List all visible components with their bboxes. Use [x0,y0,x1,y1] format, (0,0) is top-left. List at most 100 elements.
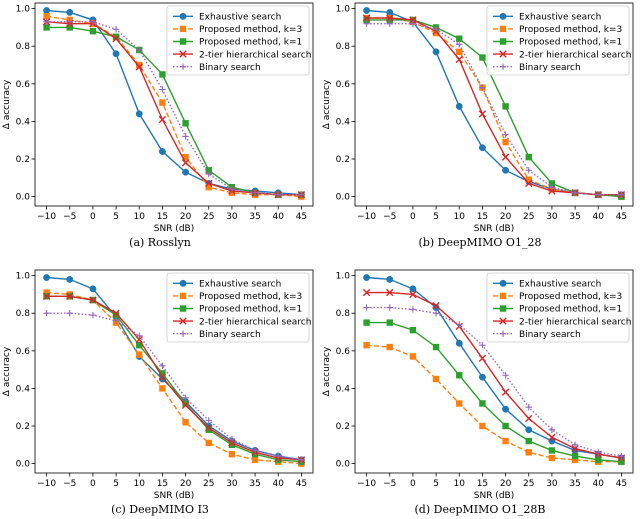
panel-o1-28b: −10 −5 0 5 10 15 20 25 30 35 40 45 0.0 0.2 0.4 0.6 0.8 1.… [322,269,634,501]
y-tick-label: 1.0 [336,5,351,15]
x-tick-label: 5 [433,212,439,222]
series-3-group [42,292,306,464]
data-point [571,444,579,453]
legend-label: Exhaustive search [519,13,601,23]
data-point [479,422,486,430]
data-point [432,29,440,37]
data-point [135,63,143,71]
x-tick-label: 15 [477,479,488,489]
series-line-binary-search [46,21,302,196]
x-tick-label: 0 [90,479,96,489]
data-point [525,167,532,174]
data-point [386,14,394,22]
x-axis-label: SNR (dB) [474,224,514,234]
caption-c: (c) DeepMIMO I3 [111,503,209,516]
series-4-group [43,18,305,198]
data-point [251,456,259,464]
data-point [525,449,532,456]
data-point [205,179,213,188]
data-point [502,138,509,146]
data-point [432,375,440,383]
data-point [182,133,189,140]
legend-label: Binary search [199,330,261,340]
legend-box [166,5,310,76]
data-point [432,48,440,56]
data-point [548,180,556,187]
x-tick-label: 20 [500,212,512,222]
y-tick-label: 0.6 [336,347,351,357]
x-tick-label: 35 [249,479,260,489]
legend-label: 2-tier hierarchical search [519,50,631,60]
data-point [595,191,602,198]
x-tick-label: 30 [546,212,558,222]
data-point [432,343,440,351]
data-point [136,351,143,358]
series-2-group [363,319,625,465]
data-point [502,405,510,413]
legend-label: Proposed method, k=3 [519,25,622,35]
data-point [525,437,532,445]
data-point [478,354,487,363]
data-point [363,304,370,311]
legend-marker [179,317,187,325]
x-tick-label: 0 [90,212,96,222]
data-point [548,184,556,191]
data-point [43,24,50,31]
y-tick-label: 0.2 [16,422,30,432]
data-point [159,71,166,78]
panel-o1-28: −10 −5 0 5 10 15 20 25 30 35 40 45 0.0 0.2 0.4 0.6 0.8 1.… [322,2,634,234]
caption-a: (a) Rosslyn [129,236,191,249]
data-point [182,153,189,161]
data-point [159,362,166,370]
data-point [525,179,533,188]
legend-label: 2-tier hierarchical search [199,317,311,327]
legend-box [486,272,630,343]
y-tick-label: 0.6 [16,347,31,357]
data-point [548,426,556,433]
data-point [136,332,143,339]
y-tick-label: 0.2 [336,155,350,165]
data-point [43,12,50,20]
data-point [409,290,417,299]
data-point [205,424,213,432]
y-tick-label: 0.2 [16,155,30,165]
y-tick-label: 0.8 [16,42,31,52]
data-point [112,317,120,324]
data-point [409,326,417,334]
x-tick-label: −5 [63,479,76,489]
data-point [159,86,166,93]
data-point [182,400,189,407]
data-point [363,16,370,24]
legend-marker [499,279,507,287]
data-point [66,275,74,283]
data-point [159,370,166,377]
legend-label: Proposed method, k=1 [199,305,302,315]
legend-label: Proposed method, k=3 [199,292,302,302]
data-point [181,159,190,167]
data-point [595,456,602,464]
series-line-exhaustive-search [366,276,622,459]
x-tick-label: 15 [477,212,488,222]
x-tick-label: 5 [433,479,439,489]
series-line-2-tier-hierarchical-search [366,291,622,459]
data-point [182,120,189,127]
data-point [386,8,394,16]
data-point [386,275,394,283]
data-point [112,26,120,33]
x-tick-label: 40 [273,212,285,222]
data-point [89,285,97,293]
data-point [159,385,166,392]
y-tick-label: 1.0 [16,272,31,282]
x-tick-label: −10 [357,479,376,489]
data-point [205,167,212,174]
data-point [182,168,190,176]
x-tick-label: 20 [180,212,192,222]
data-point [205,417,212,424]
x-tick-label: 15 [157,212,168,222]
data-point [158,373,167,381]
data-point [386,343,393,351]
y-tick-label: 0.4 [16,384,31,394]
x-tick-label: 10 [454,212,466,222]
x-axis-label: SNR (dB) [474,491,514,501]
data-point [409,16,417,24]
